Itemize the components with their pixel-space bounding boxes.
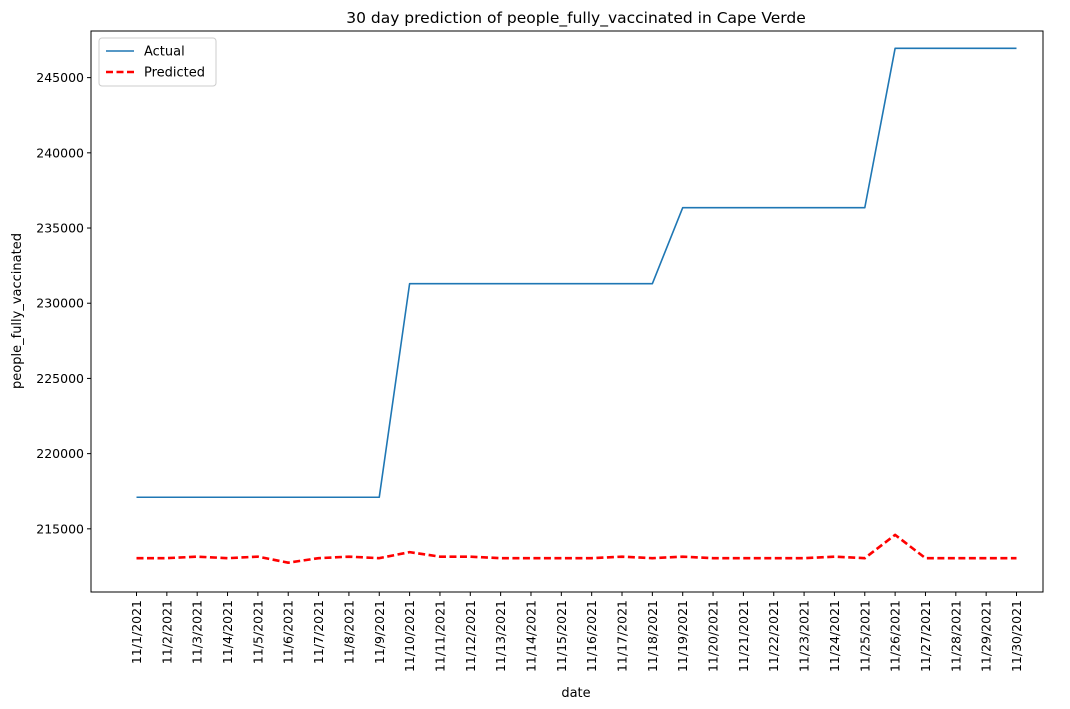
y-tick-label: 225000 (36, 371, 84, 386)
x-tick-label: 11/28/2021 (948, 600, 963, 672)
legend-box (98, 37, 217, 87)
x-tick-label: 11/1/2021 (129, 600, 144, 664)
x-axis-label: date (561, 686, 590, 701)
x-tick-label: 11/5/2021 (250, 600, 265, 664)
x-tick-label: 11/16/2021 (584, 600, 599, 672)
x-tick-label: 11/9/2021 (372, 600, 387, 664)
x-tick-label: 11/21/2021 (736, 600, 751, 672)
x-tick-label: 11/20/2021 (706, 600, 721, 672)
series-layer (136, 47, 1017, 564)
legend: Actual Predicted (98, 37, 217, 87)
y-tick-label: 220000 (36, 446, 84, 461)
x-tick-label: 11/22/2021 (766, 600, 781, 672)
x-tick-label: 11/7/2021 (311, 600, 326, 664)
x-tick-label: 11/15/2021 (554, 600, 569, 672)
x-tick-label: 11/18/2021 (645, 600, 660, 672)
y-tick-label: 215000 (36, 521, 84, 536)
y-tick-label: 230000 (36, 296, 84, 311)
y-axis: 215000 220000 225000 230000 235000 240000 2450… (36, 70, 91, 536)
y-tick-label: 235000 (36, 221, 84, 236)
series-line-predicted (136, 533, 1017, 564)
x-tick-label: 11/25/2021 (857, 600, 872, 672)
x-tick-label: 11/4/2021 (220, 600, 235, 664)
x-tick-label: 11/23/2021 (797, 600, 812, 672)
x-tick-label: 11/13/2021 (493, 600, 508, 672)
x-tick-label: 11/3/2021 (190, 600, 205, 664)
y-tick-label: 240000 (36, 145, 84, 160)
x-axis: 11/1/2021 11/2/2021 11/3/2021 11/4/2021 11/5… (129, 592, 1024, 672)
plot-area-frame (90, 30, 1044, 593)
chart-title: 30 day prediction of people_fully_vaccin… (346, 9, 806, 28)
x-tick-label: 11/11/2021 (432, 600, 447, 672)
x-tick-label: 11/26/2021 (888, 600, 903, 672)
series-line-actual (136, 47, 1017, 499)
y-axis-label: people_fully_vaccinated (10, 233, 25, 389)
x-tick-label: 11/14/2021 (523, 600, 538, 672)
y-tick-label: 245000 (36, 70, 84, 85)
x-tick-label: 11/10/2021 (402, 600, 417, 672)
x-tick-label: 11/29/2021 (979, 600, 994, 672)
x-tick-label: 11/8/2021 (341, 600, 356, 664)
x-tick-label: 11/12/2021 (463, 600, 478, 672)
x-tick-label: 11/24/2021 (827, 600, 842, 672)
x-tick-label: 11/2/2021 (159, 600, 174, 664)
x-tick-label: 11/19/2021 (675, 600, 690, 672)
x-tick-label: 11/17/2021 (615, 600, 630, 672)
x-tick-label: 11/30/2021 (1009, 600, 1024, 672)
legend-actual-label: Actual (144, 45, 185, 60)
x-tick-label: 11/27/2021 (918, 600, 933, 672)
x-tick-label: 11/6/2021 (281, 600, 296, 664)
legend-predicted-label: Predicted (144, 66, 205, 81)
